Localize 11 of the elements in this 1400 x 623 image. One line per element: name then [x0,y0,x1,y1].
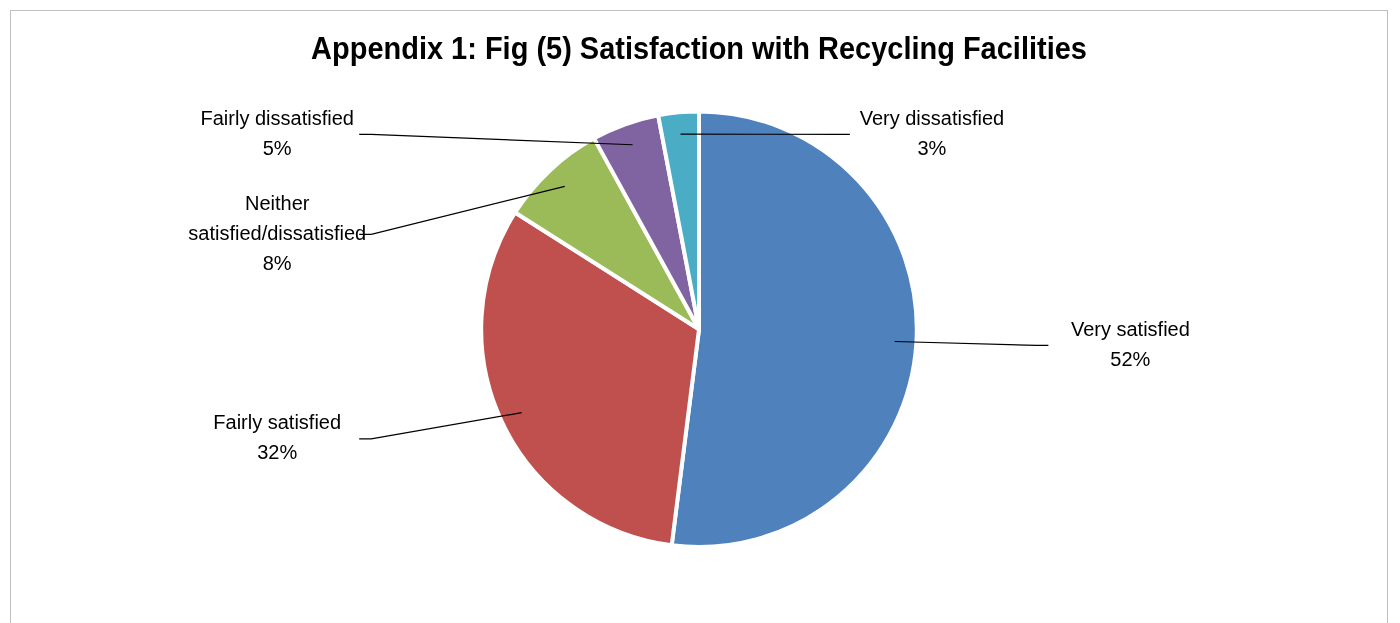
data-label: 52% [1110,347,1151,370]
chart-title: Appendix 1: Fig (5) Satisfaction with Recycling Facilities [311,29,1087,67]
data-label: 32% [257,441,298,464]
slice-label: Fairly dissatisfied [200,106,354,129]
data-label: 5% [262,136,292,159]
slice-label: Very dissatisfied [859,106,1005,129]
data-label: 8% [262,251,292,274]
slice-label: Very satisfied [1070,317,1190,340]
slice-label: Neither satisfied/dissatisfied [188,191,367,244]
data-label: 3% [917,136,947,159]
slice-label: Fairly satisfied [213,411,342,434]
